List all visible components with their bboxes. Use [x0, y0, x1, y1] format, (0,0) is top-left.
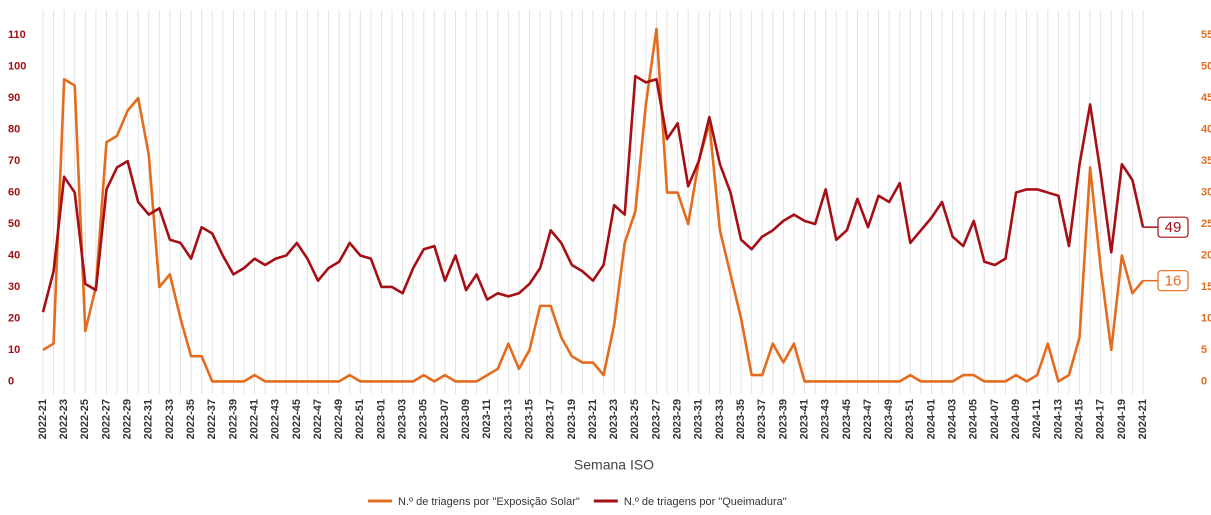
x-tick-label: 2023-41	[798, 399, 810, 439]
x-tick-label: 2024-21	[1137, 399, 1149, 439]
x-tick-label: 2023-47	[862, 399, 874, 439]
y-tick-label: 10	[8, 344, 20, 356]
y2-tick-label: 35	[1201, 155, 1211, 167]
y2-tick-label: 40	[1201, 124, 1211, 136]
x-tick-label: 2022-29	[122, 399, 134, 439]
legend-label: N.º de triagens por "Exposição Solar"	[398, 496, 580, 508]
x-tick-label: 2022-23	[58, 399, 70, 439]
y-tick-label: 60	[8, 186, 20, 198]
legend-label: N.º de triagens por "Queimadura"	[624, 496, 787, 508]
y-tick-label: 100	[8, 61, 26, 73]
x-tick-label: 2023-23	[608, 399, 620, 439]
x-tick-label: 2023-17	[545, 399, 557, 439]
x-tick-label: 2022-33	[164, 399, 176, 439]
x-tick-label: 2022-27	[100, 399, 112, 439]
x-tick-label: 2022-45	[291, 399, 303, 439]
x-tick-label: 2023-03	[397, 399, 409, 439]
x-tick-label: 2022-21	[37, 399, 49, 439]
x-tick-label: 2023-07	[439, 399, 451, 439]
y-tick-label: 20	[8, 312, 20, 324]
x-tick-label: 2023-39	[777, 399, 789, 439]
x-tick-label: 2024-01	[925, 399, 937, 439]
x-tick-label: 2023-49	[883, 399, 895, 439]
y-tick-label: 40	[8, 249, 20, 261]
x-tick-label: 2023-31	[693, 399, 705, 439]
end-label-box	[1157, 270, 1189, 292]
y-tick-label: 50	[8, 218, 20, 230]
x-tick-label: 2022-39	[227, 399, 239, 439]
x-tick-label: 2023-05	[418, 399, 430, 439]
x-tick-label: 2023-27	[650, 399, 662, 439]
x-tick-label: 2023-13	[502, 399, 514, 439]
x-tick-label: 2022-31	[143, 399, 155, 439]
x-tick-label: 2024-09	[1010, 399, 1022, 439]
y2-tick-label: 25	[1201, 218, 1211, 230]
x-tick-label: 2023-21	[587, 399, 599, 439]
x-tick-label: 2023-43	[820, 399, 832, 439]
x-tick-label: 2023-01	[375, 399, 387, 439]
x-tick-label: 2022-37	[206, 399, 218, 439]
x-tick-label: 2022-35	[185, 399, 197, 439]
y-tick-label: 90	[8, 92, 20, 104]
y2-tick-label: 30	[1201, 186, 1211, 198]
x-tick-label: 2023-51	[904, 399, 916, 439]
y-tick-label: 110	[8, 29, 26, 41]
series-line	[42, 27, 1144, 383]
y2-tick-label: 5	[1201, 344, 1207, 356]
x-tick-label: 2022-25	[79, 399, 91, 439]
x-tick-label: 2024-19	[1116, 399, 1128, 439]
y2-tick-label: 50	[1201, 61, 1211, 73]
end-label: 16	[1165, 273, 1182, 290]
y-tick-label: 80	[8, 124, 20, 136]
x-tick-label: 2023-25	[629, 399, 641, 439]
y2-tick-label: 15	[1201, 281, 1211, 293]
y-tick-label: 0	[8, 375, 14, 387]
x-tick-label: 2023-11	[481, 399, 493, 439]
x-axis-title: Semana ISO	[574, 457, 654, 473]
x-tick-label: 2024-15	[1073, 399, 1085, 439]
x-tick-label: 2024-03	[947, 399, 959, 439]
y2-tick-label: 55	[1201, 29, 1211, 41]
y2-tick-label: 10	[1201, 312, 1211, 324]
x-tick-label: 2022-47	[312, 399, 324, 439]
end-label-box	[1157, 216, 1189, 238]
x-tick-label: 2023-09	[460, 399, 472, 439]
x-tick-label: 2023-29	[672, 399, 684, 439]
y2-tick-label: 20	[1201, 249, 1211, 261]
x-tick-label: 2023-35	[735, 399, 747, 439]
x-tick-label: 2022-51	[354, 399, 366, 439]
x-tick-label: 2024-13	[1052, 399, 1064, 439]
x-tick-label: 2024-17	[1095, 399, 1107, 439]
x-tick-label: 2022-43	[270, 399, 282, 439]
x-tick-label: 2022-41	[248, 399, 260, 439]
y2-tick-label: 0	[1201, 375, 1207, 387]
end-label: 49	[1165, 219, 1182, 236]
series-line	[41, 74, 1145, 313]
y-tick-label: 70	[8, 155, 20, 167]
x-tick-label: 2022-49	[333, 399, 345, 439]
x-tick-label: 2023-19	[566, 399, 578, 439]
x-tick-label: 2023-37	[756, 399, 768, 439]
x-tick-label: 2024-07	[989, 399, 1001, 439]
x-tick-label: 2024-05	[968, 399, 980, 439]
y-tick-label: 30	[8, 281, 20, 293]
x-tick-label: 2023-45	[841, 399, 853, 439]
y2-tick-label: 45	[1201, 92, 1211, 104]
x-tick-label: 2023-15	[523, 399, 535, 439]
x-tick-label: 2024-11	[1031, 399, 1043, 439]
x-tick-label: 2023-33	[714, 399, 726, 439]
